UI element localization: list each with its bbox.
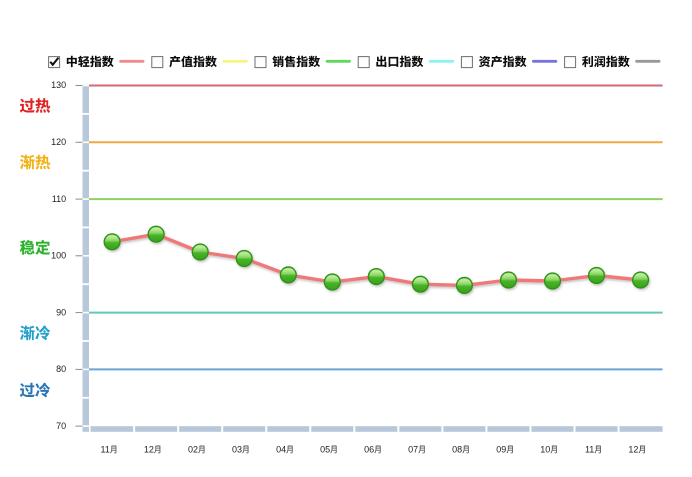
svg-text:04: 04 xyxy=(276,444,286,454)
svg-text:70: 70 xyxy=(56,421,66,431)
svg-text:80: 80 xyxy=(56,364,66,374)
svg-text:130: 130 xyxy=(51,80,66,90)
svg-text:06: 06 xyxy=(364,444,374,454)
svg-text:07: 07 xyxy=(408,444,418,454)
svg-text:110: 110 xyxy=(52,194,66,204)
svg-text:90: 90 xyxy=(56,307,66,317)
svg-text:09: 09 xyxy=(496,444,506,454)
svg-text:100: 100 xyxy=(51,251,66,261)
svg-text:11: 11 xyxy=(101,444,110,454)
svg-text:05: 05 xyxy=(320,444,330,454)
svg-text:02: 02 xyxy=(188,444,198,454)
svg-text:12: 12 xyxy=(144,444,154,454)
svg-text:08: 08 xyxy=(452,444,462,454)
svg-text:120: 120 xyxy=(51,137,66,147)
svg-text:12: 12 xyxy=(628,444,638,454)
svg-text:10: 10 xyxy=(540,444,550,454)
svg-text:03: 03 xyxy=(232,444,242,454)
svg-text:11: 11 xyxy=(585,444,594,454)
